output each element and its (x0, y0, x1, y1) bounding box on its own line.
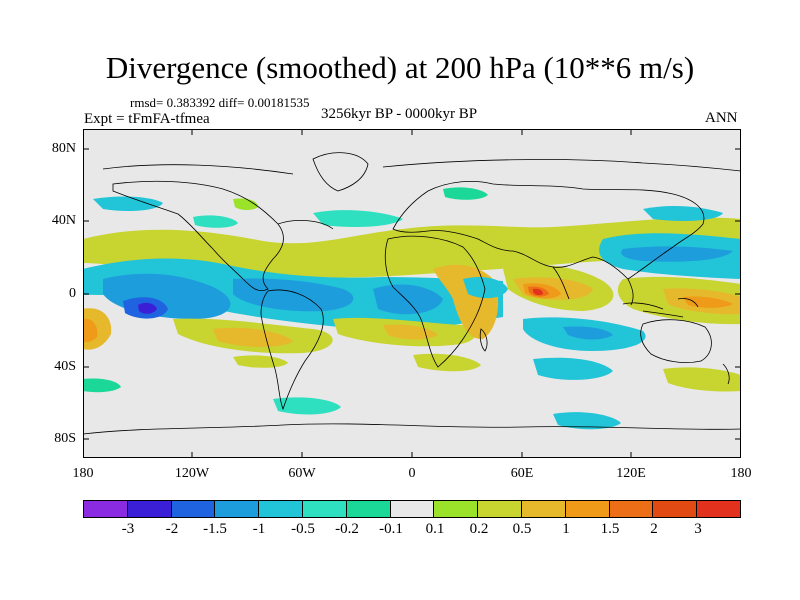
colorbar-label: 1.5 (600, 521, 620, 537)
colorbar-swatch (478, 501, 522, 517)
colorbar (83, 500, 741, 518)
lon-label-180e: 180 (730, 466, 752, 481)
chart-title: Divergence (smoothed) at 200 hPa (10**6 … (105, 50, 695, 85)
map-panel (83, 129, 741, 458)
lat-label-80s: 80S (54, 431, 76, 446)
colorbar-swatch (259, 501, 303, 517)
experiment-label: Expt = tFmFA-tfmea (84, 111, 210, 127)
colorbar-swatch (346, 501, 391, 517)
lon-ticks (191, 129, 632, 458)
colorbar-swatch (653, 501, 698, 517)
colorbar-label: -3 (121, 521, 135, 537)
colorbar-label: -2 (165, 521, 179, 537)
lon-label-180w: 180 (72, 466, 94, 481)
stats-text: rmsd= 0.383392 diff= 0.00181535 (130, 95, 310, 110)
colorbar-swatch (84, 501, 128, 517)
colorbar-swatch (434, 501, 479, 517)
lon-label-60w: 60W (288, 466, 316, 481)
lon-label-120e: 120E (616, 466, 646, 481)
lat-label-40n: 40N (51, 213, 76, 228)
colorbar-label: 1 (562, 521, 570, 537)
lon-label-60e: 60E (510, 466, 534, 481)
lat-ticks (83, 148, 741, 440)
colorbar-swatch (565, 501, 610, 517)
colorbar-swatch (215, 501, 260, 517)
colorbar-label: -1.5 (203, 521, 227, 537)
colorbar-label: 0.1 (425, 521, 445, 537)
colorbar-label: -0.1 (379, 521, 403, 537)
colorbar-label: 0.2 (469, 521, 489, 537)
colorbar-label: -0.2 (335, 521, 359, 537)
colorbar-label: 3 (694, 521, 702, 537)
colorbar-swatch (302, 501, 347, 517)
colorbar-swatch (127, 501, 172, 517)
lon-label-0: 0 (408, 466, 416, 481)
colorbar-swatch (697, 501, 740, 517)
colorbar-label: 2 (650, 521, 658, 537)
season-label: ANN (705, 110, 738, 126)
coastlines (83, 152, 741, 435)
lat-label-40s: 40S (54, 359, 76, 374)
colorbar-swatch (171, 501, 216, 517)
colorbar-label: -1 (252, 521, 266, 537)
colorbar-swatch (609, 501, 654, 517)
lat-label-80n: 80N (51, 141, 76, 156)
period-label: 3256kyr BP - 0000kyr BP (321, 106, 478, 122)
colorbar-swatch (521, 501, 566, 517)
lat-label-eq: 0 (69, 286, 76, 301)
colorbar-swatch (390, 501, 435, 517)
colorbar-label: -0.5 (291, 521, 315, 537)
colorbar-label: 0.5 (512, 521, 532, 537)
lon-label-120w: 120W (174, 466, 210, 481)
